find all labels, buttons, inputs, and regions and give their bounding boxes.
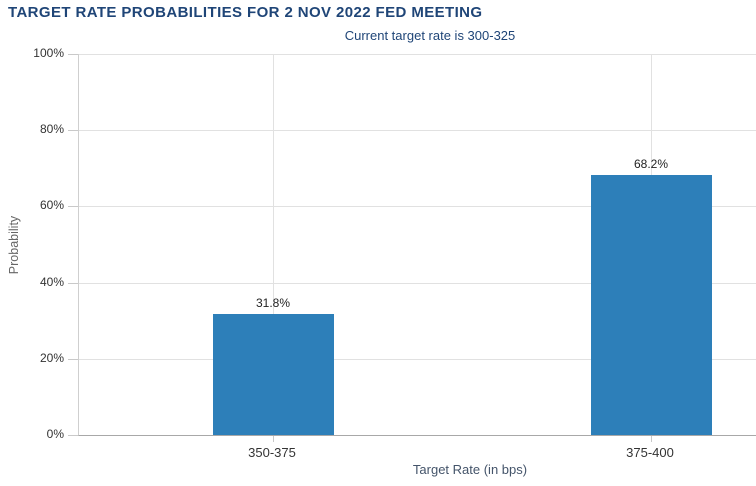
h-gridline [79, 358, 756, 360]
y-axis-tick [68, 435, 78, 436]
x-axis-tick [273, 436, 274, 442]
y-tick-label: 0% [46, 427, 64, 441]
y-axis-tick [68, 282, 78, 284]
x-tick-label: 375-400 [626, 445, 674, 460]
probability-bar[interactable] [212, 313, 334, 435]
x-axis-title: Target Rate (in bps) [412, 462, 528, 477]
chart-subtitle: Current target rate is 300-325 [344, 28, 516, 43]
y-axis-tick [68, 358, 78, 360]
y-tick-label: 80% [39, 122, 64, 137]
h-gridline [79, 130, 756, 132]
bar-value-label: 68.2% [633, 157, 669, 172]
y-axis-tick [68, 130, 78, 132]
y-tick-label: 40% [39, 274, 64, 289]
y-tick-label: 100% [33, 46, 64, 60]
y-axis-tick [68, 54, 78, 55]
x-axis-tick [651, 436, 652, 442]
chart-title: TARGET RATE PROBABILITIES FOR 2 NOV 2022… [8, 4, 483, 21]
y-axis-title: Probability [7, 215, 21, 275]
y-tick-label: 60% [39, 198, 64, 213]
x-tick-label: 350-375 [248, 445, 296, 460]
plot-area: 31.8% 68.2% [68, 54, 756, 442]
bar-value-label: 31.8% [255, 295, 291, 310]
y-tick-label: 20% [39, 350, 64, 365]
h-gridline [79, 206, 756, 208]
h-gridline [79, 54, 756, 55]
y-axis-tick [68, 206, 78, 208]
h-gridline [79, 282, 756, 284]
v-gridline [273, 54, 274, 435]
probability-bar[interactable] [590, 175, 712, 435]
